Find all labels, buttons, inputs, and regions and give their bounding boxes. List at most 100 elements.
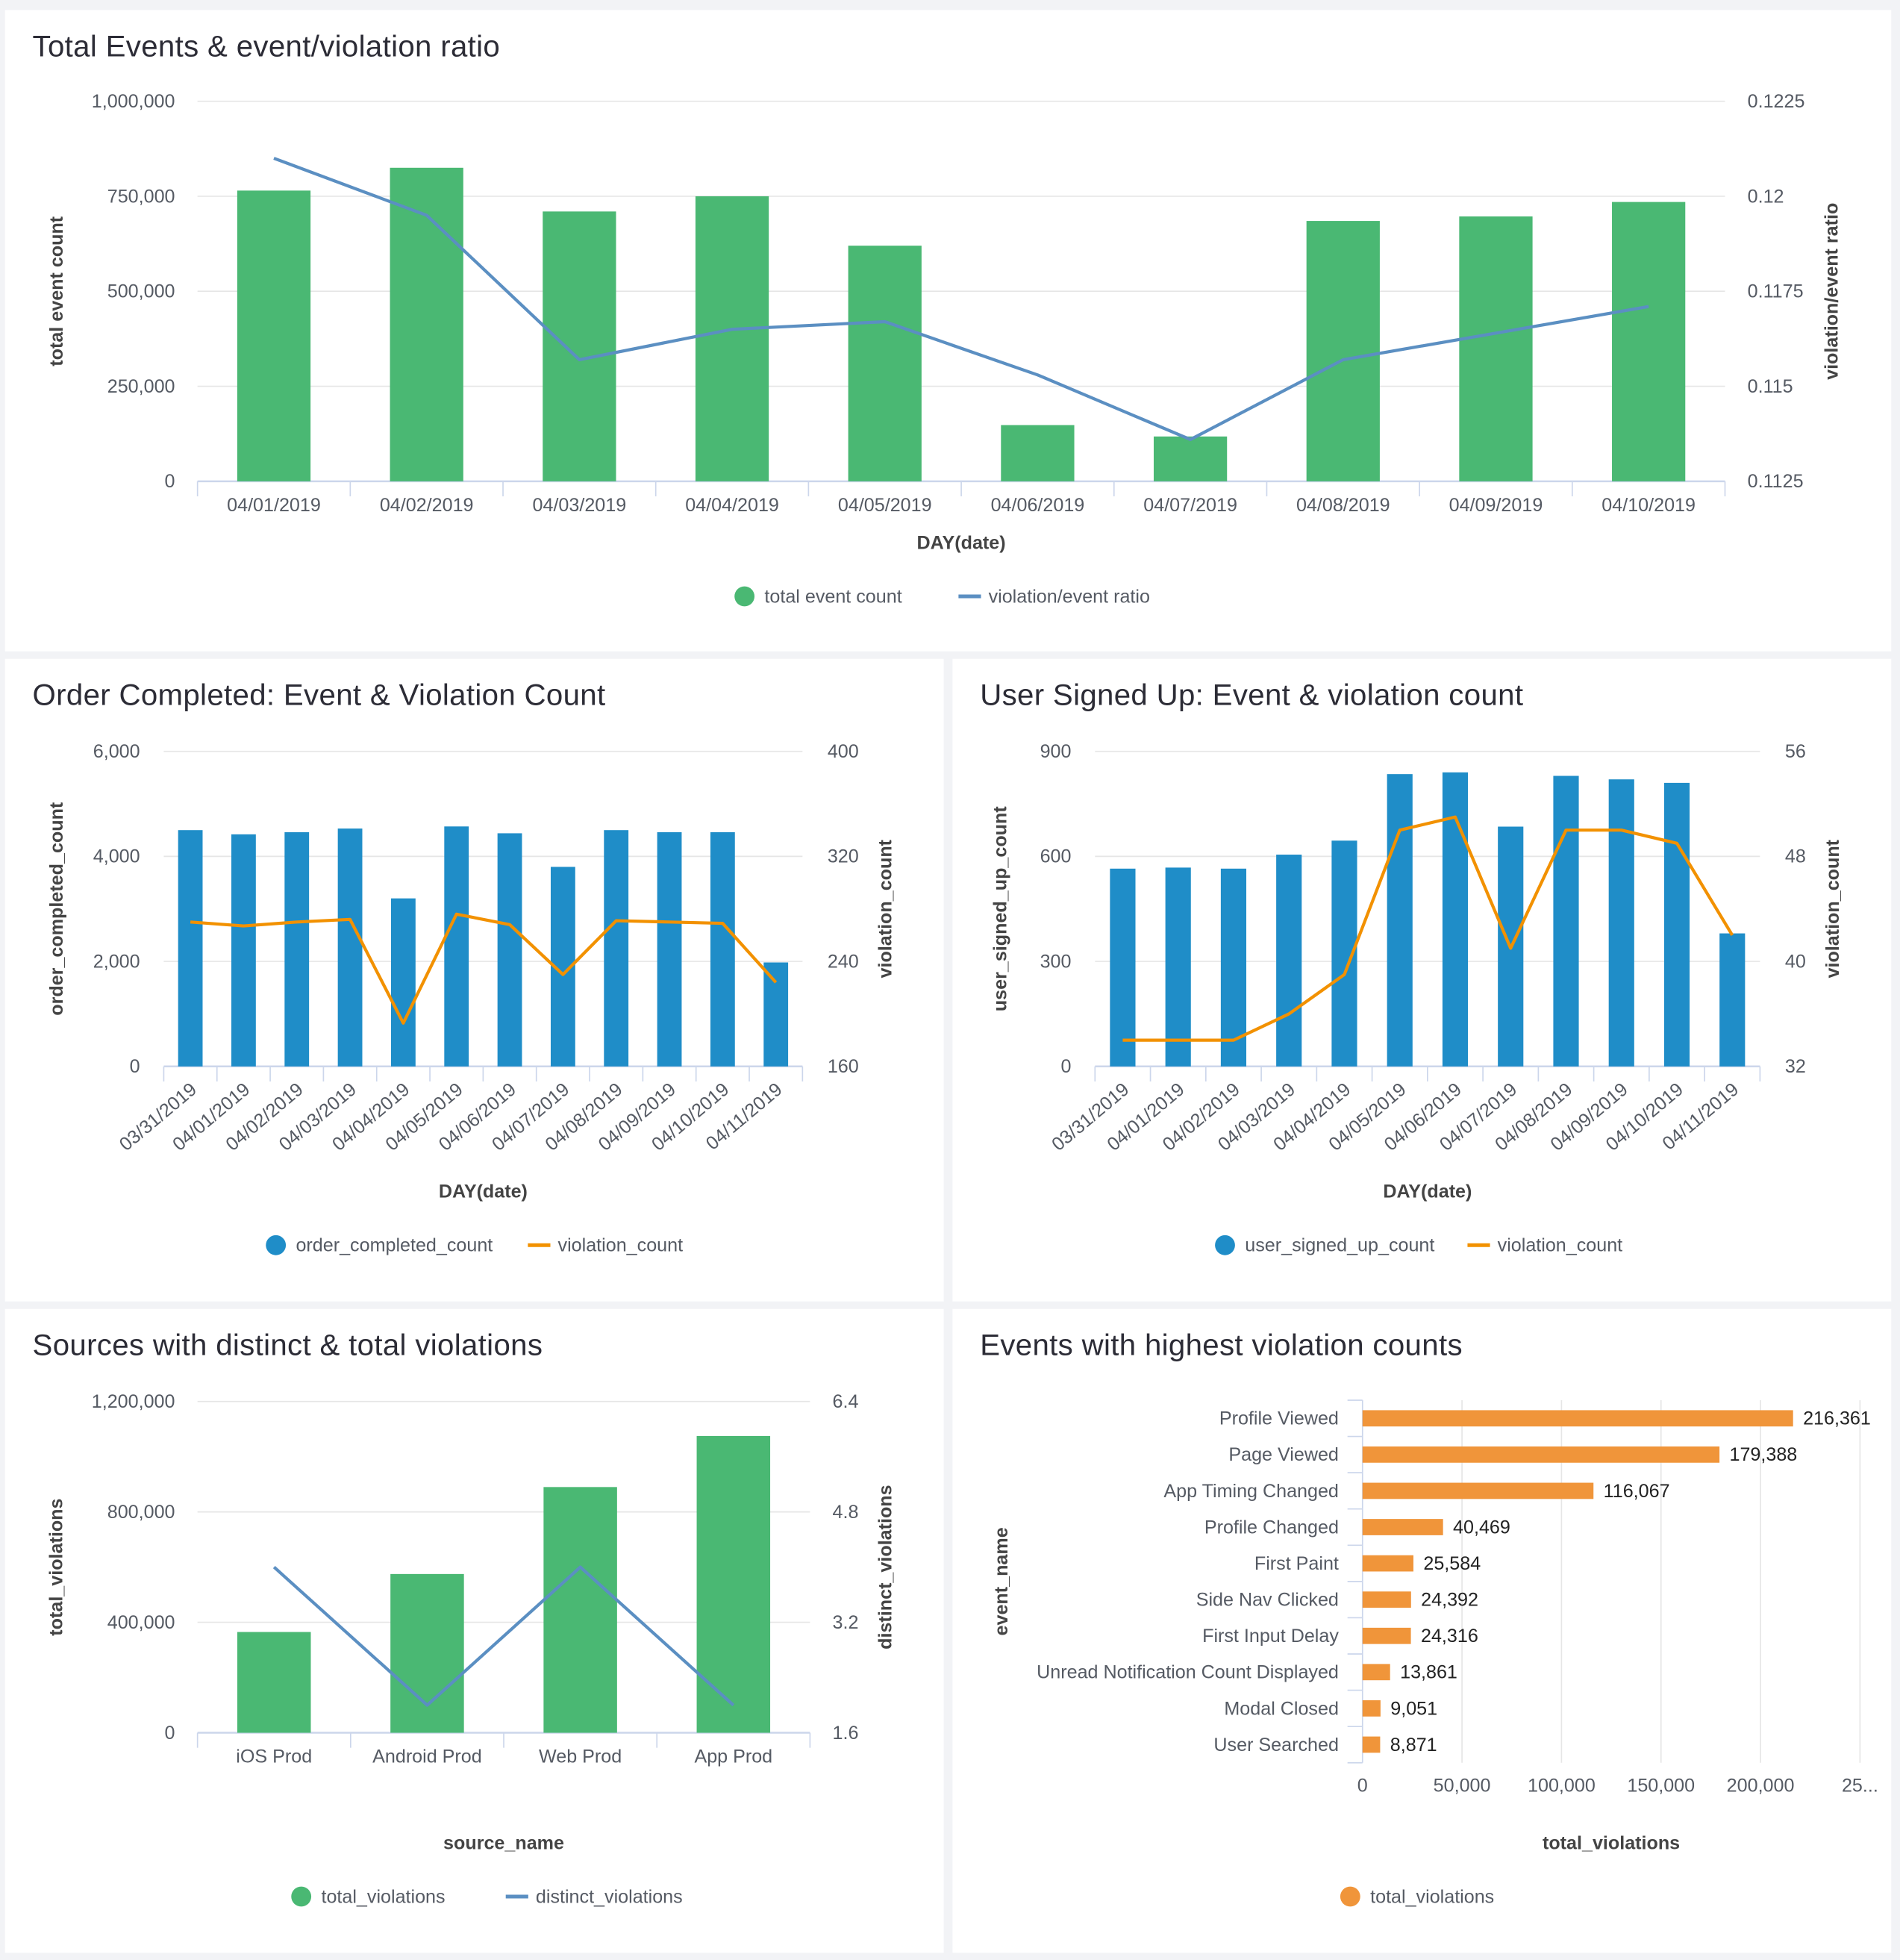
x-tick-label: 04/06/2019 xyxy=(991,495,1085,516)
y-tick-label: 0 xyxy=(165,471,175,492)
y-tick-label: First Paint xyxy=(1254,1553,1339,1574)
x-tick-label: 04/01/2019 xyxy=(227,495,321,516)
x-tick-label: iOS Prod xyxy=(236,1747,312,1767)
bar-04-02-2019 xyxy=(1220,868,1247,1067)
bar-04-06-2019 xyxy=(1442,772,1469,1067)
y-tick-label: First Input Delay xyxy=(1202,1626,1339,1647)
bar-First-Paint xyxy=(1362,1555,1413,1572)
x-tick-label: 04/04/2019 xyxy=(685,495,779,516)
bar-First-Input-Delay xyxy=(1362,1627,1411,1644)
bar-04-02-2019 xyxy=(390,167,463,481)
legend-dot-swatch xyxy=(1340,1886,1360,1907)
y2-tick-label: 320 xyxy=(828,846,859,867)
bar-03-31-2019 xyxy=(178,830,203,1067)
chart-title: Order Completed: Event & Violation Count xyxy=(32,678,606,713)
y2-axis-title: violation_count xyxy=(1822,839,1843,978)
legend-dot-swatch xyxy=(266,1235,287,1255)
y-tick-label: 1,000,000 xyxy=(92,91,175,112)
y-tick-label: 2,000 xyxy=(93,951,140,972)
y-tick-label: Profile Viewed xyxy=(1219,1408,1339,1429)
bar-iOS-Prod xyxy=(237,1632,311,1733)
panel-order-completed: Order Completed: Event & Violation Count… xyxy=(4,658,944,1302)
y-tick-label: 0 xyxy=(165,1723,175,1744)
legend-label: violation_count xyxy=(1498,1235,1623,1256)
x-tick-label: 200,000 xyxy=(1727,1775,1795,1796)
bar-04-07-2019 xyxy=(1153,436,1228,481)
panel-total-events: Total Events & event/violation ratio 0 25… xyxy=(4,10,1892,652)
y-tick-label: Unread Notification Count Displayed xyxy=(1037,1662,1339,1683)
data-label: 216,361 xyxy=(1803,1408,1871,1429)
x-tick-label: 100,000 xyxy=(1528,1775,1596,1796)
legend-label: user_signed_up_count xyxy=(1245,1235,1434,1256)
bar-04-10-2019 xyxy=(1612,202,1686,481)
x-tick-label: 50,000 xyxy=(1434,1775,1491,1796)
data-label: 24,316 xyxy=(1421,1626,1478,1647)
y2-axis-title: distinct_violations xyxy=(875,1485,896,1649)
y-axis-title: order_completed_count xyxy=(46,802,67,1016)
x-tick-label: 04/02/2019 xyxy=(380,495,474,516)
x-axis-title: DAY(date) xyxy=(917,532,1006,553)
y2-tick-label: 160 xyxy=(828,1056,859,1077)
data-label: 9,051 xyxy=(1390,1698,1437,1719)
x-tick-label: 04/09/2019 xyxy=(1449,495,1543,516)
legend-label: total event count xyxy=(764,586,901,607)
bar-04-06-2019 xyxy=(497,833,522,1067)
chart-sources: 0 400,000 800,000 1,200,000 1.6 3.2 4.8 6.4 iOS … xyxy=(46,1391,896,1907)
bar-Unread-Notification-Count-Displayed xyxy=(1362,1664,1390,1681)
x-tick-label: 0 xyxy=(1357,1775,1368,1796)
x-tick-label: Web Prod xyxy=(539,1747,622,1767)
chart-top-events: 0 50,000 100,000 150,000 200,000 25... 216,361… xyxy=(991,1399,1878,1907)
y2-tick-label: 4.8 xyxy=(833,1502,859,1523)
panel-sources: Sources with distinct & total violations… xyxy=(4,1308,944,1953)
y-tick-label: App Timing Changed xyxy=(1163,1481,1339,1502)
y2-tick-label: 0.1125 xyxy=(1748,471,1804,492)
y2-tick-label: 3.2 xyxy=(833,1612,859,1633)
bar-04-06-2019 xyxy=(1001,425,1075,481)
legend-dot-swatch xyxy=(291,1886,312,1907)
series-line xyxy=(190,912,778,1025)
y2-axis-title: violation/event ratio xyxy=(1821,203,1842,380)
chart-title: User Signed Up: Event & violation count xyxy=(980,678,1524,713)
bar-04-08-2019 xyxy=(1553,775,1579,1067)
legend-label: violation/event ratio xyxy=(989,586,1150,607)
y-tick-label: 750,000 xyxy=(107,186,175,207)
y2-tick-label: 6.4 xyxy=(833,1391,859,1412)
bar-App-Prod xyxy=(696,1435,771,1733)
bar-04-10-2019 xyxy=(710,832,735,1067)
bar-Profile-Changed xyxy=(1362,1519,1443,1535)
y2-tick-label: 1.6 xyxy=(833,1723,859,1744)
x-tick-label: 04/05/2019 xyxy=(838,495,932,516)
bar-04-09-2019 xyxy=(1608,779,1634,1067)
y-tick-label: Side Nav Clicked xyxy=(1196,1590,1339,1611)
chart-user-signed-up: 03006009003240485603/31/201904/01/201904… xyxy=(990,741,1843,1256)
bar-04-05-2019 xyxy=(444,826,469,1067)
chart-title: Events with highest violation counts xyxy=(980,1329,1463,1363)
y2-tick-label: 40 xyxy=(1785,951,1806,972)
bar-App-Timing-Changed xyxy=(1362,1482,1594,1499)
y-axis-title: total_violations xyxy=(46,1499,67,1636)
legend-label: total_violations xyxy=(321,1886,445,1907)
data-label: 24,392 xyxy=(1421,1590,1478,1611)
bar-04-08-2019 xyxy=(1306,221,1380,481)
y2-tick-label: 32 xyxy=(1785,1056,1806,1077)
y-tick-label: 0 xyxy=(130,1056,140,1077)
y-tick-label: Page Viewed xyxy=(1228,1444,1339,1465)
y-axis-title: event_name xyxy=(991,1527,1012,1635)
y2-axis-title: violation_count xyxy=(875,839,896,978)
bar-Page-Viewed xyxy=(1362,1446,1720,1463)
bar-03-31-2019 xyxy=(1110,868,1136,1067)
data-label: 116,067 xyxy=(1604,1481,1670,1502)
bar-Android-Prod xyxy=(390,1573,464,1733)
bar-04-03-2019 xyxy=(337,828,363,1067)
bar-04-04-2019 xyxy=(390,898,416,1067)
series-line xyxy=(1122,815,1734,1042)
y-axis-title: total event count xyxy=(46,216,67,366)
legend-label: total_violations xyxy=(1370,1886,1494,1907)
x-tick-label: 04/07/2019 xyxy=(1143,495,1237,516)
chart-order-completed: 02,0004,0006,00016024032040003/31/201904… xyxy=(46,741,896,1256)
legend-label: violation_count xyxy=(558,1235,684,1256)
x-tick-label: 150,000 xyxy=(1627,1775,1695,1796)
series-line xyxy=(272,1565,735,1707)
chart-total-events: 0 250,000 500,000 750,000 1,000,000 0.1125 0.1… xyxy=(46,91,1842,607)
